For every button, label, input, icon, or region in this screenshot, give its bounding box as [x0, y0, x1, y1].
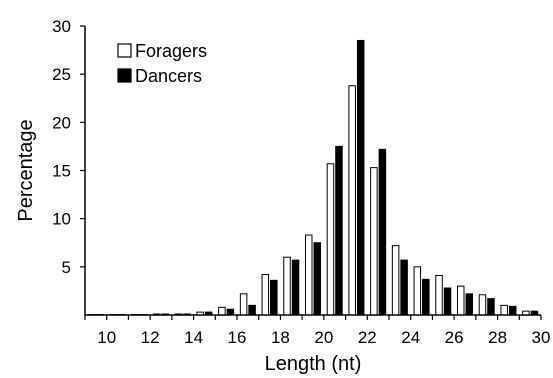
y-axis-title: Percentage: [15, 119, 37, 221]
y-axis-ticks: 5 10 15 20 25 30: [52, 17, 85, 277]
bar-group: [87, 39, 539, 316]
x-tick-label: 22: [358, 328, 377, 347]
bar-dancers-15: [226, 308, 235, 316]
y-tick-label: 5: [62, 258, 71, 277]
bar-foragers-28: [500, 304, 508, 316]
bar-dancers-19: [313, 242, 322, 316]
bar-foragers-24: [413, 266, 422, 316]
legend: Foragers Dancers: [117, 41, 207, 86]
bar-dancers-28: [508, 305, 517, 316]
x-tick-label: 12: [141, 328, 160, 347]
bar-dancers-25: [443, 287, 452, 316]
x-tick-label: 30: [532, 328, 551, 347]
x-tick-label: 28: [488, 328, 507, 347]
legend-label-dancers: Dancers: [135, 66, 202, 86]
bar-dancers-22: [378, 148, 387, 316]
legend-swatch-foragers: [117, 43, 132, 58]
bar-foragers-19: [304, 234, 313, 316]
bar-foragers-16: [239, 293, 248, 316]
y-tick-label: 10: [52, 210, 71, 229]
y-tick-label: 15: [52, 162, 71, 181]
bar-foragers-27: [478, 294, 487, 316]
legend-label-foragers: Foragers: [135, 41, 207, 61]
x-axis-title: Length (nt): [265, 353, 362, 375]
bar-dancers-23: [400, 259, 408, 316]
bar-dancers-26: [465, 293, 474, 316]
bar-foragers-18: [283, 256, 291, 316]
bar-foragers-22: [370, 167, 378, 316]
x-tick-label: 26: [445, 328, 464, 347]
bar-dancers-24: [422, 278, 430, 316]
y-tick-label: 30: [52, 17, 71, 36]
x-axis-ticks: 10 12 14 16 18 20 22 24 26 28 30: [84, 315, 551, 347]
bar-dancers-16: [248, 304, 256, 316]
x-tick-label: 16: [228, 328, 247, 347]
bar-foragers-20: [326, 163, 335, 316]
bar-dancers-20: [335, 145, 343, 316]
bar-dancers-21: [356, 39, 365, 316]
bar-dancers-18: [291, 259, 300, 316]
bar-foragers-15: [218, 306, 226, 316]
bar-foragers-26: [456, 285, 465, 316]
bar-foragers-17: [261, 274, 270, 316]
bar-foragers-23: [391, 245, 400, 316]
bar-foragers-25: [435, 275, 443, 316]
x-tick-label: 24: [401, 328, 420, 347]
x-tick-label: 10: [97, 328, 116, 347]
x-tick-label: 20: [314, 328, 333, 347]
x-tick-label: 14: [184, 328, 203, 347]
y-tick-label: 20: [52, 113, 71, 132]
x-tick-label: 18: [271, 328, 290, 347]
y-tick-label: 25: [52, 65, 71, 84]
legend-swatch-dancers: [117, 68, 132, 83]
bar-dancers-27: [487, 298, 495, 316]
bar-dancers-17: [270, 279, 278, 316]
bar-foragers-21: [348, 85, 356, 316]
